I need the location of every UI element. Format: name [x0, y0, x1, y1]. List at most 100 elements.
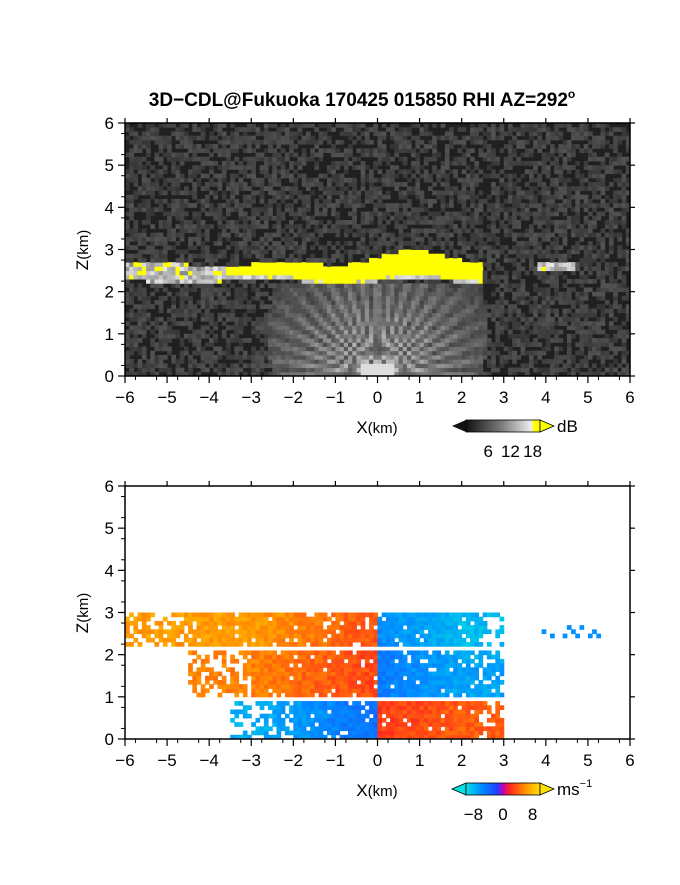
reflectivity-cell	[238, 186, 244, 191]
reflectivity-cell	[406, 308, 412, 314]
reflectivity-cell	[154, 152, 160, 158]
reflectivity-cell	[213, 333, 219, 339]
reflectivity-cell	[432, 148, 437, 154]
reflectivity-cell	[129, 308, 134, 314]
reflectivity-cell	[125, 338, 130, 343]
reflectivity-cell	[419, 304, 425, 310]
reflectivity-cell	[554, 266, 559, 272]
reflectivity-cell	[247, 354, 252, 360]
reflectivity-cell	[125, 371, 130, 376]
reflectivity-cell	[592, 245, 597, 250]
reflectivity-cell	[512, 215, 517, 221]
reflectivity-cell	[608, 274, 614, 280]
reflectivity-cell	[453, 270, 458, 276]
reflectivity-cell	[238, 241, 244, 246]
reflectivity-cell	[474, 308, 479, 314]
reflectivity-cell	[461, 304, 467, 310]
reflectivity-cell	[293, 224, 299, 229]
reflectivity-cell	[263, 236, 269, 242]
reflectivity-cell	[327, 367, 332, 373]
reflectivity-cell	[175, 232, 181, 238]
reflectivity-cell	[575, 308, 580, 314]
reflectivity-cell	[167, 350, 172, 356]
reflectivity-cell	[213, 291, 219, 297]
reflectivity-cell	[297, 139, 303, 145]
reflectivity-cell	[162, 287, 168, 293]
reflectivity-cell	[238, 207, 244, 213]
reflectivity-cell	[385, 346, 391, 352]
reflectivity-cell	[162, 279, 168, 284]
reflectivity-cell	[335, 316, 341, 322]
reflectivity-cell	[491, 279, 496, 284]
reflectivity-cell	[406, 295, 412, 301]
reflectivity-cell	[453, 342, 458, 347]
reflectivity-cell	[545, 224, 551, 229]
reflectivity-cell	[133, 287, 139, 293]
reflectivity-cell	[440, 169, 446, 175]
reflectivity-cell	[141, 131, 147, 137]
reflectivity-cell	[444, 232, 450, 238]
reflectivity-cell	[272, 182, 277, 187]
reflectivity-cell	[373, 131, 378, 137]
reflectivity-cell	[415, 169, 421, 175]
reflectivity-cell	[440, 346, 446, 352]
reflectivity-cell	[146, 198, 151, 204]
reflectivity-cell	[158, 363, 164, 369]
reflectivity-cell	[554, 131, 559, 137]
reflectivity-cell	[221, 371, 227, 376]
reflectivity-cell	[255, 359, 261, 364]
reflectivity-cell	[529, 177, 534, 183]
reflectivity-cell	[137, 274, 143, 280]
reflectivity-cell	[613, 291, 618, 297]
reflectivity-cell	[428, 203, 433, 208]
reflectivity-cell	[385, 177, 391, 183]
reflectivity-cell	[343, 152, 349, 158]
reflectivity-cell	[200, 262, 206, 267]
reflectivity-cell	[499, 304, 505, 310]
reflectivity-cell	[301, 156, 307, 162]
reflectivity-cell	[503, 211, 509, 217]
reflectivity-cell	[419, 342, 425, 347]
reflectivity-cell	[251, 160, 256, 166]
reflectivity-cell	[192, 144, 198, 149]
reflectivity-cell	[600, 371, 606, 376]
reflectivity-cell	[478, 316, 484, 322]
reflectivity-cell	[293, 354, 299, 360]
reflectivity-cell	[419, 346, 425, 352]
reflectivity-cell	[608, 325, 614, 331]
reflectivity-cell	[200, 266, 206, 272]
reflectivity-cell	[263, 266, 269, 272]
reflectivity-cell	[369, 295, 374, 301]
reflectivity-cell	[272, 249, 277, 255]
reflectivity-cell	[352, 190, 357, 196]
reflectivity-cell	[188, 257, 193, 263]
reflectivity-cell	[394, 236, 400, 242]
reflectivity-cell	[217, 236, 223, 242]
reflectivity-cell	[247, 203, 252, 208]
reflectivity-cell	[566, 287, 572, 293]
reflectivity-cell	[608, 367, 614, 373]
reflectivity-cell	[301, 338, 307, 343]
reflectivity-cell	[297, 367, 303, 373]
reflectivity-cell	[394, 135, 400, 141]
reflectivity-cell	[377, 131, 383, 137]
reflectivity-cell	[158, 325, 164, 331]
reflectivity-cell	[486, 249, 492, 255]
reflectivity-cell	[529, 354, 534, 360]
reflectivity-cell	[196, 156, 202, 162]
reflectivity-cell	[436, 287, 442, 293]
reflectivity-cell	[385, 182, 391, 187]
reflectivity-cell	[613, 350, 618, 356]
reflectivity-cell	[230, 207, 235, 213]
reflectivity-cell	[390, 131, 395, 137]
reflectivity-cell	[293, 160, 299, 166]
reflectivity-cell	[402, 194, 408, 200]
reflectivity-cell	[242, 312, 248, 318]
reflectivity-cell	[495, 203, 501, 208]
reflectivity-cell	[566, 139, 572, 145]
reflectivity-cell	[470, 139, 475, 145]
reflectivity-cell	[251, 156, 256, 162]
reflectivity-cell	[478, 333, 484, 339]
reflectivity-cell	[520, 367, 526, 373]
